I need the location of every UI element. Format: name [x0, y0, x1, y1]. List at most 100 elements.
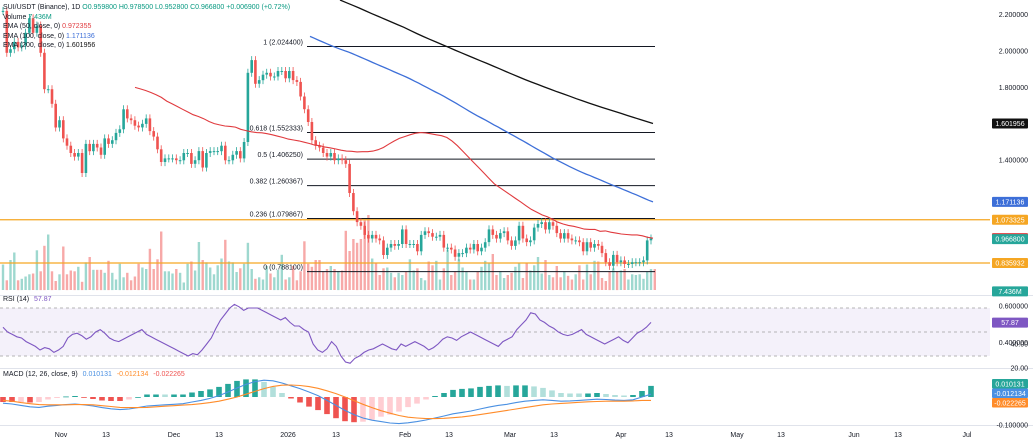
candle-body — [570, 238, 574, 241]
chart-legend: SUI/USDT (Binance), 1D O0.959800 H0.9785… — [3, 3, 290, 51]
rsi-line — [2, 303, 652, 364]
candle-body — [250, 60, 253, 73]
volume-bar — [28, 274, 31, 291]
candle-body — [408, 244, 412, 245]
volume-bar — [284, 279, 287, 290]
volume-bar — [69, 270, 72, 290]
ema100-label[interactable]: EMA (100, close, 0) — [3, 32, 65, 40]
volume-bar — [178, 272, 182, 291]
fib-label: 0.382 (1.260367) — [250, 179, 303, 186]
rsi-badge-text: 57.87 — [1001, 320, 1019, 327]
candle-body — [476, 244, 479, 252]
volume-bar — [517, 263, 521, 290]
candle-body — [163, 158, 167, 162]
volume-bar — [322, 271, 325, 291]
volume-label[interactable]: Volume — [3, 13, 27, 21]
candle-body — [589, 242, 592, 248]
volume-bar — [608, 271, 611, 291]
volume-bar — [638, 274, 641, 291]
volume-bar — [43, 245, 46, 291]
ema200-line — [339, 0, 654, 125]
macd-signal-value: -0.012134 — [116, 371, 149, 378]
volume-bar — [329, 266, 332, 290]
volume-bar — [167, 271, 170, 291]
rsi-label[interactable]: RSI (14) — [3, 296, 30, 303]
candle-body — [190, 153, 193, 164]
price-badge-text: 0.966800 — [995, 237, 1024, 244]
volume-bar — [540, 273, 543, 290]
symbol-title[interactable]: SUI/USDT (Binance), 1D — [3, 4, 81, 11]
macd-histogram-bar — [36, 397, 42, 402]
volume-bar — [103, 272, 106, 291]
candle-body — [638, 262, 641, 264]
volume-bar — [288, 277, 291, 291]
volume-bar — [163, 271, 167, 291]
volume-bar — [137, 263, 140, 291]
macd-badge — [992, 398, 1028, 408]
macd-histogram-bar — [585, 393, 591, 397]
volume-bar — [1, 264, 5, 290]
ohlc-values: O0.959800 H0.978500 L0.952800 C0.966800 … — [82, 4, 291, 11]
candle-body — [193, 160, 197, 164]
macd-histogram-bar — [432, 396, 438, 397]
candle-body — [20, 45, 24, 48]
candle-body — [31, 18, 35, 33]
volume-bar — [235, 272, 238, 290]
macd-value: 0.010131 — [82, 371, 112, 378]
candle-body — [510, 240, 513, 246]
volume-bar — [450, 275, 453, 290]
volume-bar — [566, 275, 570, 291]
candle-body — [156, 136, 159, 150]
candle-body — [208, 151, 212, 153]
macd-histogram-bar — [414, 397, 420, 404]
candle-body — [502, 231, 506, 234]
volume-bar — [408, 259, 412, 290]
time-axis-tick: Dec — [168, 432, 181, 439]
macd-badge-text: -0.022265 — [994, 400, 1026, 407]
candle-body — [389, 244, 393, 248]
candle-body — [280, 71, 284, 72]
macd-line — [2, 379, 652, 425]
candle-body — [88, 143, 91, 152]
time-axis-tick: 13 — [332, 432, 340, 439]
candle-body — [242, 142, 246, 159]
time-axis-tick: 13 — [665, 432, 673, 439]
candle-body — [619, 260, 623, 263]
volume-bar — [99, 269, 103, 291]
macd-histogram-bar — [423, 397, 429, 400]
volume-bar — [442, 268, 445, 291]
macd-histogram-bar — [9, 397, 15, 402]
ema50-label[interactable]: EMA (50, close, 0) — [3, 23, 61, 31]
candle-body — [465, 247, 468, 254]
time-axis-tick: May — [730, 432, 744, 439]
macd-label[interactable]: MACD (12, 26, close, 9) — [3, 371, 78, 378]
macd-histogram-bar — [189, 392, 195, 397]
macd-histogram-bar — [99, 397, 105, 401]
candle-body — [265, 72, 268, 75]
volume-bar — [499, 271, 502, 291]
volume-bar — [182, 282, 185, 290]
candle-body — [50, 89, 54, 104]
ema200-label[interactable]: EMA (200, close, 0) — [3, 42, 65, 50]
macd-histogram-bar — [171, 394, 177, 397]
candle-body — [593, 244, 596, 248]
candle-body — [133, 120, 137, 126]
price-badge-text: 7.436M — [998, 289, 1022, 296]
volume-bar — [359, 239, 363, 290]
macd-histogram-bar — [441, 393, 447, 397]
candle-body — [581, 242, 585, 252]
volume-bar — [551, 277, 555, 291]
volume-bar — [291, 266, 295, 290]
candle-body — [585, 242, 589, 252]
candle-body — [623, 260, 626, 264]
candle-body — [438, 234, 442, 237]
volume-bar — [9, 260, 12, 290]
candle-body — [525, 238, 528, 243]
macd-badge — [992, 379, 1028, 389]
candle-body — [103, 138, 106, 155]
candle-body — [453, 249, 457, 257]
macd-histogram-bar — [468, 388, 474, 397]
candle-body — [382, 240, 385, 255]
candle-body — [197, 151, 201, 161]
